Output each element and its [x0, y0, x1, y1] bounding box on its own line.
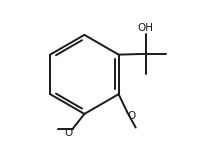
Text: O: O	[64, 128, 73, 138]
Text: OH: OH	[138, 23, 154, 33]
Text: O: O	[128, 111, 136, 121]
